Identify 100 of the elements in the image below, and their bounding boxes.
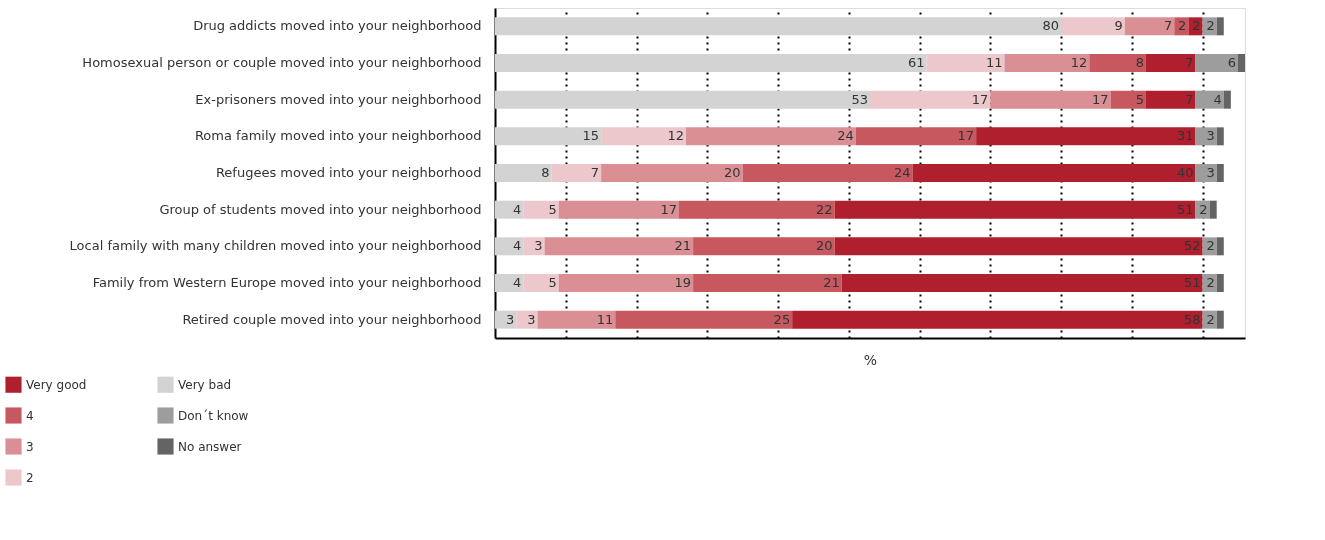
bar <box>1195 90 1224 109</box>
bar <box>551 164 602 182</box>
bar <box>1195 127 1217 146</box>
y-tick-label: Local family with many children moved into your neighborhood <box>69 238 482 254</box>
data-label: 17 <box>660 201 677 217</box>
legend-label: 2 <box>26 470 34 485</box>
data-label: 6 <box>1227 55 1236 70</box>
data-label: 61 <box>908 55 925 70</box>
bar <box>693 274 842 292</box>
bar <box>1195 164 1217 182</box>
bar <box>537 310 616 329</box>
data-label: 4 <box>1213 91 1222 107</box>
bar <box>1188 17 1203 36</box>
data-label: 3 <box>534 238 543 254</box>
bar <box>495 200 524 219</box>
data-label: 5 <box>548 275 557 290</box>
data-label: 7 <box>1163 18 1173 34</box>
bar <box>495 54 927 72</box>
data-label: 2 <box>1199 201 1208 217</box>
data-label: 11 <box>985 55 1003 70</box>
legend-label: Very bad <box>178 377 232 392</box>
y-tick-label: Ex-prisoners moved into your neighborhood <box>195 91 482 107</box>
data-label: 7 <box>1185 91 1194 107</box>
data-label: 12 <box>1070 55 1088 70</box>
data-label: 3 <box>1206 128 1215 144</box>
bar <box>523 200 559 219</box>
data-label: 3 <box>527 311 536 327</box>
bar <box>523 274 559 292</box>
bar <box>1110 90 1146 109</box>
bar <box>601 127 687 146</box>
data-label: 2 <box>1206 275 1215 290</box>
bar <box>1216 237 1224 256</box>
data-label: 7 <box>590 165 600 180</box>
data-label: 80 <box>1042 18 1060 34</box>
bar <box>990 90 1111 109</box>
data-label: 22 <box>816 201 833 217</box>
data-label: 58 <box>1184 311 1201 327</box>
data-label: 21 <box>823 275 840 290</box>
bar <box>834 237 1203 256</box>
bar <box>1124 17 1175 36</box>
data-label: 2 <box>1206 238 1215 254</box>
data-label: 20 <box>816 238 833 254</box>
data-label: 15 <box>582 128 600 144</box>
bar <box>834 200 1196 219</box>
bar <box>495 127 602 146</box>
bar <box>523 237 545 256</box>
x-axis-title: % <box>863 351 878 368</box>
data-label: 51 <box>1184 275 1201 290</box>
data-label: 21 <box>674 238 692 254</box>
data-label: 51 <box>1176 201 1194 217</box>
bar <box>495 164 552 182</box>
data-label: 8 <box>541 165 550 180</box>
y-tick-label: Homosexual person or couple moved into your neighborhood <box>82 55 482 70</box>
bar <box>792 310 1203 329</box>
bar <box>693 237 835 256</box>
bar <box>1216 17 1224 36</box>
bar <box>1216 310 1224 329</box>
bar <box>926 54 1005 72</box>
data-label: 2 <box>1206 311 1215 327</box>
bar <box>855 127 977 146</box>
bar <box>1145 54 1196 72</box>
data-label: 9 <box>1114 18 1123 34</box>
legend-label: 3 <box>26 439 34 454</box>
data-label: 17 <box>971 91 989 107</box>
bar <box>1145 90 1196 109</box>
data-label: 12 <box>667 128 685 144</box>
legend-label: No answer <box>178 439 242 454</box>
bar <box>558 274 694 292</box>
bar <box>495 90 870 109</box>
data-label: 4 <box>513 238 522 254</box>
bar <box>495 274 524 292</box>
bar <box>1061 17 1125 36</box>
data-label: 8 <box>1135 55 1144 70</box>
data-label: 25 <box>773 311 791 327</box>
bar <box>678 200 835 219</box>
bar <box>912 164 1196 182</box>
bar <box>1089 54 1146 72</box>
bar <box>1223 90 1231 109</box>
data-label: 4 <box>513 275 522 290</box>
data-label: 20 <box>724 165 741 180</box>
bar <box>495 17 1062 36</box>
bar <box>615 310 793 329</box>
bar <box>1237 54 1245 72</box>
bar <box>1195 54 1238 72</box>
bar <box>742 164 913 182</box>
data-label: 11 <box>596 311 614 327</box>
y-tick-label: Retired couple moved into your neighborhood <box>182 311 482 327</box>
bar <box>544 237 694 256</box>
data-label: 24 <box>893 165 911 180</box>
data-label: 17 <box>957 128 975 144</box>
bar <box>841 274 1203 292</box>
bar <box>1209 200 1217 219</box>
bar <box>1216 164 1224 182</box>
data-label: 4 <box>513 201 522 217</box>
legend-label: Don´t know <box>178 408 249 423</box>
data-label: 3 <box>1206 165 1215 180</box>
data-label: 17 <box>1092 91 1109 107</box>
data-label: 7 <box>1185 55 1194 70</box>
data-label: 2 <box>1206 18 1215 34</box>
data-label: 24 <box>837 128 854 144</box>
